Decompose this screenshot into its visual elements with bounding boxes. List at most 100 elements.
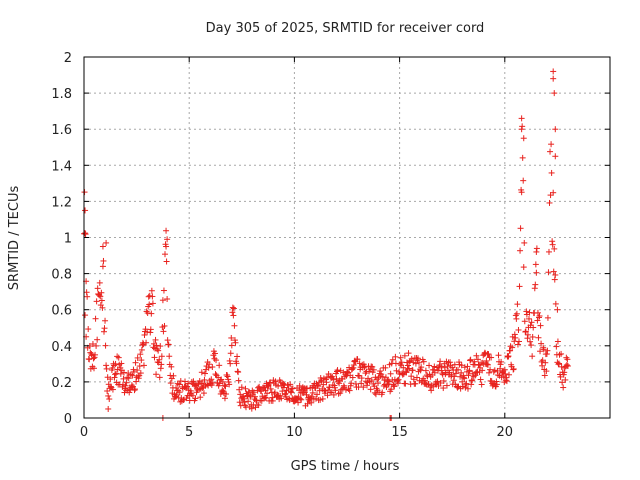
data-point <box>529 353 536 360</box>
data-point <box>416 359 423 366</box>
data-point <box>102 342 109 349</box>
data-point <box>501 366 508 373</box>
data-point <box>287 388 294 395</box>
data-point <box>134 367 141 374</box>
data-point <box>502 370 509 377</box>
y-tick-label: 0 <box>64 412 72 427</box>
data-point <box>147 329 154 336</box>
data-point <box>176 389 183 396</box>
data-point <box>90 355 97 362</box>
data-point <box>550 68 557 75</box>
data-point <box>158 353 165 360</box>
data-point <box>230 305 237 312</box>
data-point <box>550 268 557 275</box>
data-point <box>558 363 565 370</box>
data-point <box>314 391 321 398</box>
data-point <box>347 382 354 389</box>
data-point <box>410 359 417 366</box>
data-point <box>392 353 399 360</box>
data-point <box>523 308 530 315</box>
data-point <box>400 364 407 371</box>
data-point <box>354 356 361 363</box>
data-point <box>206 361 213 368</box>
x-tick-label: 20 <box>497 425 514 440</box>
data-point <box>348 380 355 387</box>
data-point <box>543 351 550 358</box>
data-point <box>349 365 356 372</box>
data-point <box>561 369 568 376</box>
data-point <box>558 350 565 357</box>
data-point <box>153 371 160 378</box>
data-point <box>92 315 99 322</box>
data-point <box>477 376 484 383</box>
data-point <box>222 383 229 390</box>
data-point <box>158 361 165 368</box>
data-point <box>550 189 557 196</box>
data-point <box>502 377 509 384</box>
data-point <box>267 379 274 386</box>
data-point <box>112 371 119 378</box>
data-point <box>513 310 520 317</box>
data-point <box>151 354 158 361</box>
y-tick-label: 0.2 <box>51 376 72 391</box>
data-point <box>136 363 143 370</box>
data-point <box>467 357 474 364</box>
data-point <box>454 384 461 391</box>
data-point <box>518 126 525 133</box>
data-point <box>98 297 105 304</box>
data-point <box>461 364 468 371</box>
data-point <box>298 396 305 403</box>
data-point <box>369 363 376 370</box>
data-point <box>82 312 89 319</box>
data-point <box>503 378 510 385</box>
data-point <box>488 354 495 361</box>
data-point <box>533 248 540 255</box>
data-point <box>248 405 255 412</box>
data-point <box>379 389 386 396</box>
data-point <box>350 362 357 369</box>
data-point <box>483 357 490 364</box>
data-point <box>295 399 302 406</box>
data-point <box>461 375 468 382</box>
data-point <box>346 387 353 394</box>
data-point <box>530 324 537 331</box>
data-point <box>503 374 510 381</box>
data-point <box>441 364 448 371</box>
data-point <box>504 353 511 360</box>
data-point <box>227 350 234 357</box>
data-point <box>474 356 481 363</box>
y-tick-label: 1 <box>64 232 72 247</box>
data-point <box>545 269 552 276</box>
data-point <box>336 380 343 387</box>
data-point <box>271 389 278 396</box>
data-point <box>537 322 544 329</box>
data-point <box>164 296 171 303</box>
data-point <box>478 381 485 388</box>
data-point <box>229 309 236 316</box>
data-point <box>269 394 276 401</box>
data-point <box>462 381 469 388</box>
data-point <box>280 380 287 387</box>
data-point <box>216 362 223 369</box>
data-point <box>468 381 475 388</box>
data-point <box>438 363 445 370</box>
data-point <box>163 243 170 250</box>
data-point <box>420 358 427 365</box>
data-point <box>390 382 397 389</box>
data-point <box>371 389 378 396</box>
data-point <box>518 115 525 122</box>
data-point <box>231 337 238 344</box>
data-point <box>485 351 492 358</box>
data-point <box>544 314 551 321</box>
data-point <box>495 352 502 359</box>
data-point <box>524 331 531 338</box>
data-point <box>147 326 154 333</box>
data-point <box>550 75 557 82</box>
data-point <box>137 370 144 377</box>
data-point <box>224 373 231 380</box>
data-point <box>552 153 559 160</box>
data-point <box>384 378 391 385</box>
data-point <box>128 382 135 389</box>
data-point <box>554 338 561 345</box>
data-point <box>156 356 163 363</box>
